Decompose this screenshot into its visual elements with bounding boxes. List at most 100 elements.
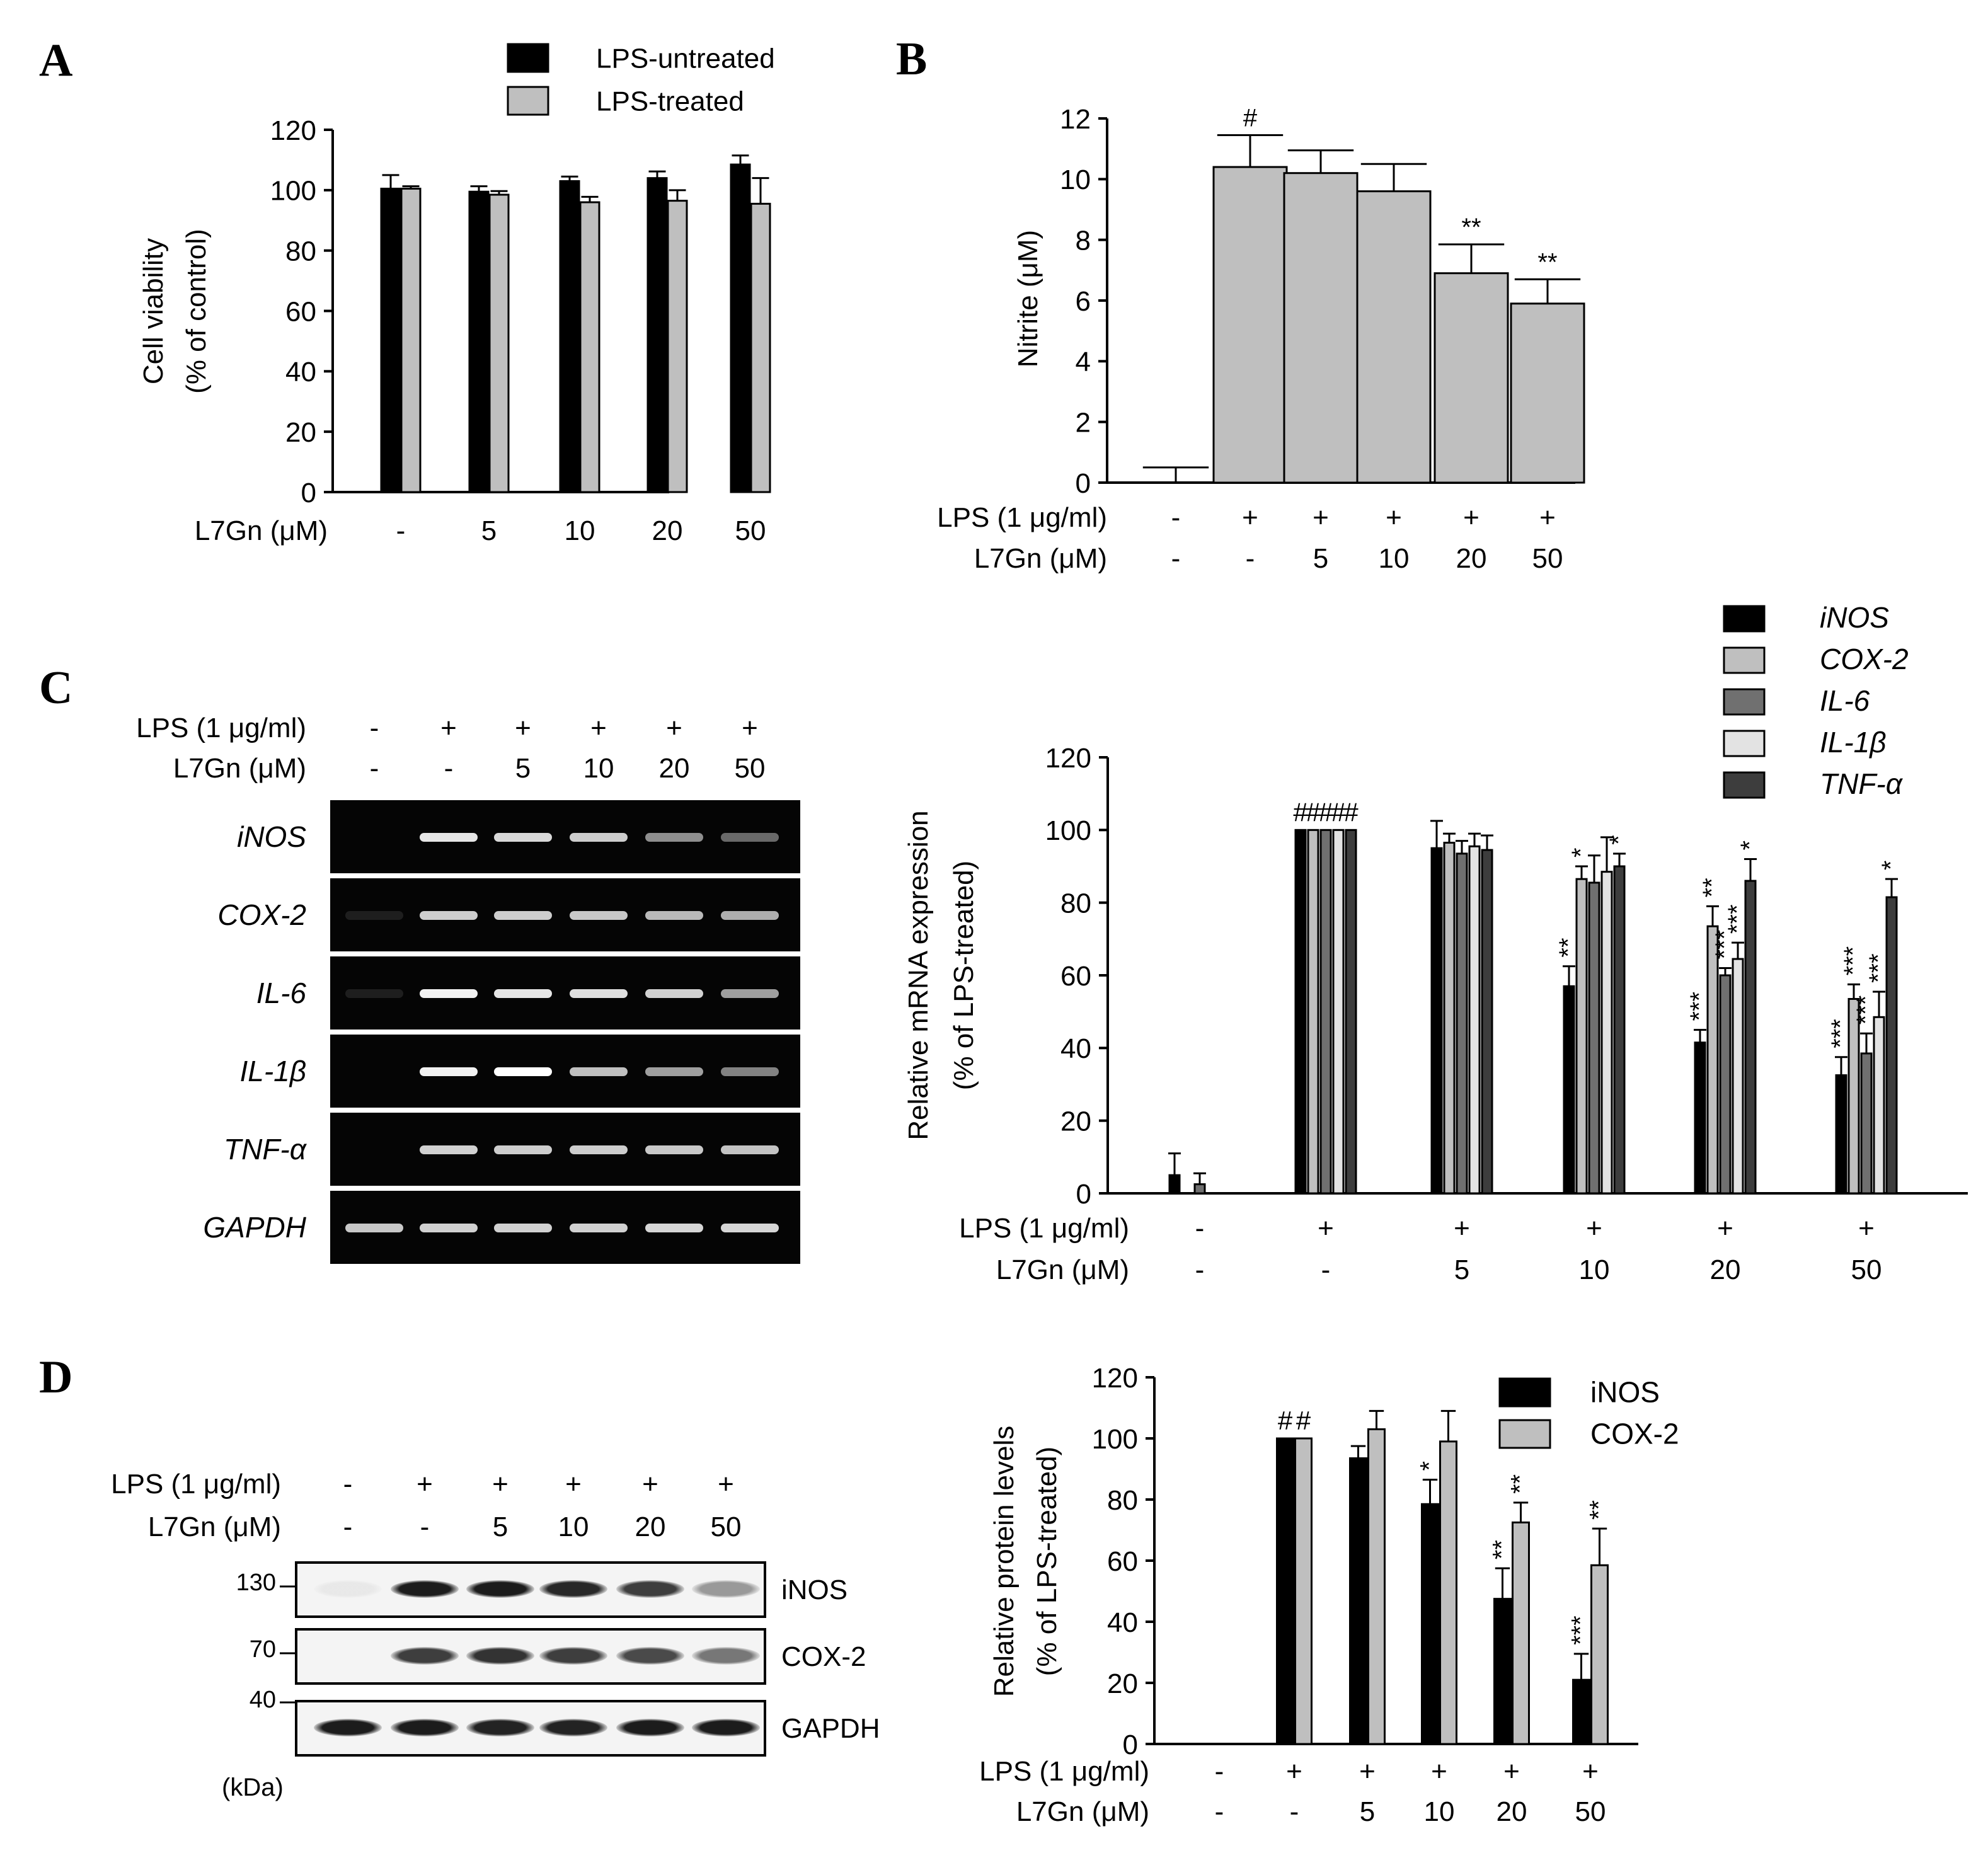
condition-value: + — [1318, 1213, 1334, 1244]
bar-cox-2 — [1443, 842, 1456, 1195]
lps-value: + — [515, 713, 531, 743]
y-tick-label: 20 — [1060, 1106, 1091, 1137]
y-axis-title: Relative protein levels — [989, 1426, 1020, 1697]
bar-inos — [1493, 1598, 1512, 1745]
bar-tnf — [1885, 896, 1898, 1195]
condition-value: - — [1321, 1254, 1331, 1285]
blot-band — [391, 1719, 459, 1736]
gel-band — [420, 1224, 478, 1232]
bar-cox-2 — [1512, 1521, 1530, 1745]
panel-c-rt-pcr-gel: C LPS (1 μg/ml) L7Gn (μM) - + + + + + - - 5 10 20 50 iN… — [39, 662, 800, 1264]
legend-swatch-lps-untreated — [507, 43, 549, 73]
condition-value: + — [1539, 502, 1556, 533]
condition-value: 50 — [1532, 543, 1563, 574]
panel-a-cell-viability-chart: A 0 20 40 60 80 100 120 Cell viability (% of cont… — [39, 35, 775, 546]
gel-band — [570, 1224, 628, 1232]
y-tick-label: 80 — [1107, 1485, 1138, 1516]
l7gn-value: 20 — [659, 753, 690, 784]
panel-letter: A — [39, 35, 72, 86]
gel-band — [345, 989, 403, 998]
y-tick-label: 4 — [1076, 347, 1091, 377]
legend-swatch-tnf — [1723, 771, 1766, 799]
gel-band — [721, 833, 779, 842]
blot-band — [539, 1719, 607, 1736]
significance-mark: * — [1736, 840, 1764, 851]
condition-value: 10 — [565, 515, 595, 546]
protein-label: COX-2 — [781, 1641, 866, 1672]
y-tick-label: 8 — [1076, 226, 1091, 256]
gene-label: TNF-α — [224, 1133, 307, 1166]
bar-cox-2 — [1294, 1437, 1313, 1745]
condition-row-label: L7Gn (μM) — [974, 543, 1107, 574]
y-tick-label: 20 — [285, 417, 316, 448]
y-tick-label: 60 — [285, 296, 316, 327]
gel-band — [570, 989, 628, 998]
lps-value: + — [565, 1469, 582, 1500]
y-tick-label: 10 — [1060, 164, 1091, 195]
bar-cox-2 — [1590, 1564, 1609, 1745]
y-axis-title: (% of control) — [181, 229, 212, 394]
l7gn-value: 5 — [493, 1511, 508, 1542]
bar-lps-treated — [750, 202, 771, 493]
lps-value: + — [417, 1469, 433, 1500]
bar-value — [1283, 172, 1359, 484]
y-tick-label: 60 — [1107, 1546, 1138, 1577]
bar-il-6 — [1860, 1052, 1873, 1195]
condition-value: + — [1454, 1213, 1470, 1244]
legend-label-lps-treated: LPS-treated — [596, 86, 744, 117]
bar-value — [1212, 166, 1288, 484]
l7gn-value: - — [444, 753, 454, 784]
y-tick-label: 2 — [1076, 408, 1091, 439]
gene-label: IL-1β — [239, 1055, 306, 1087]
lps-value: + — [718, 1469, 734, 1500]
l7gn-value: 5 — [515, 753, 531, 784]
panel-d-protein-chart: 0 20 40 60 80 100 120 Relative protein levels (%… — [979, 1363, 1679, 1827]
blot-band — [616, 1580, 684, 1598]
gel-band — [494, 1224, 552, 1232]
condition-value: 50 — [735, 515, 766, 546]
significance-mark: ** — [1461, 214, 1481, 241]
y-tick-label: 0 — [1076, 1179, 1091, 1210]
gel-band — [570, 911, 628, 920]
significance-mark: ** — [1537, 248, 1557, 276]
bar-il-1 — [1600, 871, 1613, 1195]
gel-band — [570, 833, 628, 842]
condition-value: 10 — [1579, 1254, 1610, 1285]
legend-swatch-cox-2 — [1498, 1419, 1551, 1449]
legend-swatch-inos — [1498, 1377, 1551, 1408]
condition-value: 5 — [1360, 1796, 1375, 1827]
lps-value: - — [370, 713, 379, 743]
significance-mark: ** — [1488, 1540, 1516, 1559]
condition-value: + — [1431, 1756, 1447, 1787]
bar-cox-2 — [1307, 829, 1319, 1195]
gel-band — [645, 1067, 703, 1076]
y-tick-label: 20 — [1107, 1668, 1138, 1699]
y-tick-label: 60 — [1060, 961, 1091, 992]
significance-mark: # — [1296, 1406, 1311, 1435]
bar-il-1 — [1468, 845, 1481, 1195]
blot-band — [466, 1719, 534, 1736]
y-tick-label: 0 — [1123, 1729, 1138, 1760]
gel-band — [721, 1145, 779, 1154]
legend-label-tnf: TNF-α — [1820, 767, 1904, 800]
bar-inos — [1694, 1041, 1706, 1195]
bar-cox-2 — [1367, 1428, 1386, 1745]
legend-swatch-il-6 — [1723, 688, 1766, 716]
lps-value: - — [343, 1469, 353, 1500]
lps-value: + — [642, 1469, 658, 1500]
condition-value: + — [1242, 502, 1258, 533]
y-tick-label: 0 — [301, 478, 316, 508]
bar-lps-treated — [579, 201, 600, 493]
condition-value: 50 — [1575, 1796, 1606, 1827]
bar-il-1 — [1732, 958, 1744, 1195]
condition-value: 5 — [1454, 1254, 1469, 1285]
condition-value: + — [1582, 1756, 1599, 1787]
y-tick-label: 40 — [1107, 1607, 1138, 1638]
legend-label-inos: iNOS — [1820, 601, 1889, 634]
gel-band — [420, 911, 478, 920]
condition-value: - — [1171, 502, 1181, 533]
l7gn-value: 50 — [711, 1511, 742, 1542]
significance-mark: * — [1605, 835, 1633, 845]
condition-value: 10 — [1379, 543, 1410, 574]
panel-letter: D — [39, 1351, 72, 1403]
